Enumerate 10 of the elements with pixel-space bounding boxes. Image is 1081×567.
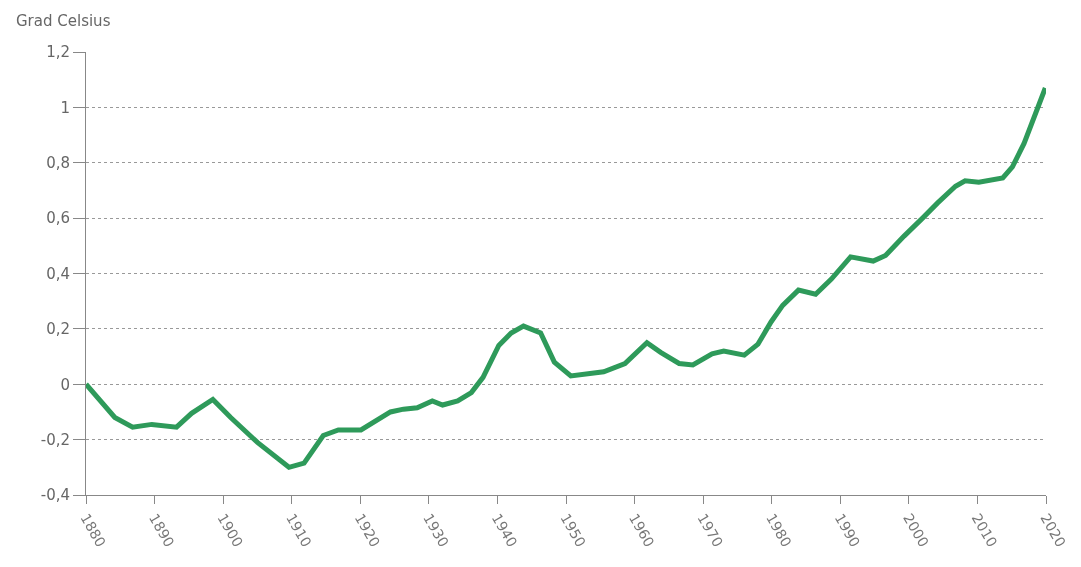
y-axis-title: Grad Celsius	[16, 12, 111, 30]
y-tick-label: -0,4	[40, 486, 70, 505]
y-tick-label: -0,2	[40, 430, 70, 449]
y-tick-label: 1	[60, 98, 70, 117]
y-tick-label: 1,2	[46, 43, 70, 62]
y-tick-label: 0,2	[46, 320, 70, 339]
y-tick-label: 0	[60, 375, 70, 394]
y-tick-label: 0,8	[46, 154, 70, 172]
y-tick-label: 0,4	[46, 264, 70, 283]
y-tick-label: 0,6	[46, 209, 70, 228]
